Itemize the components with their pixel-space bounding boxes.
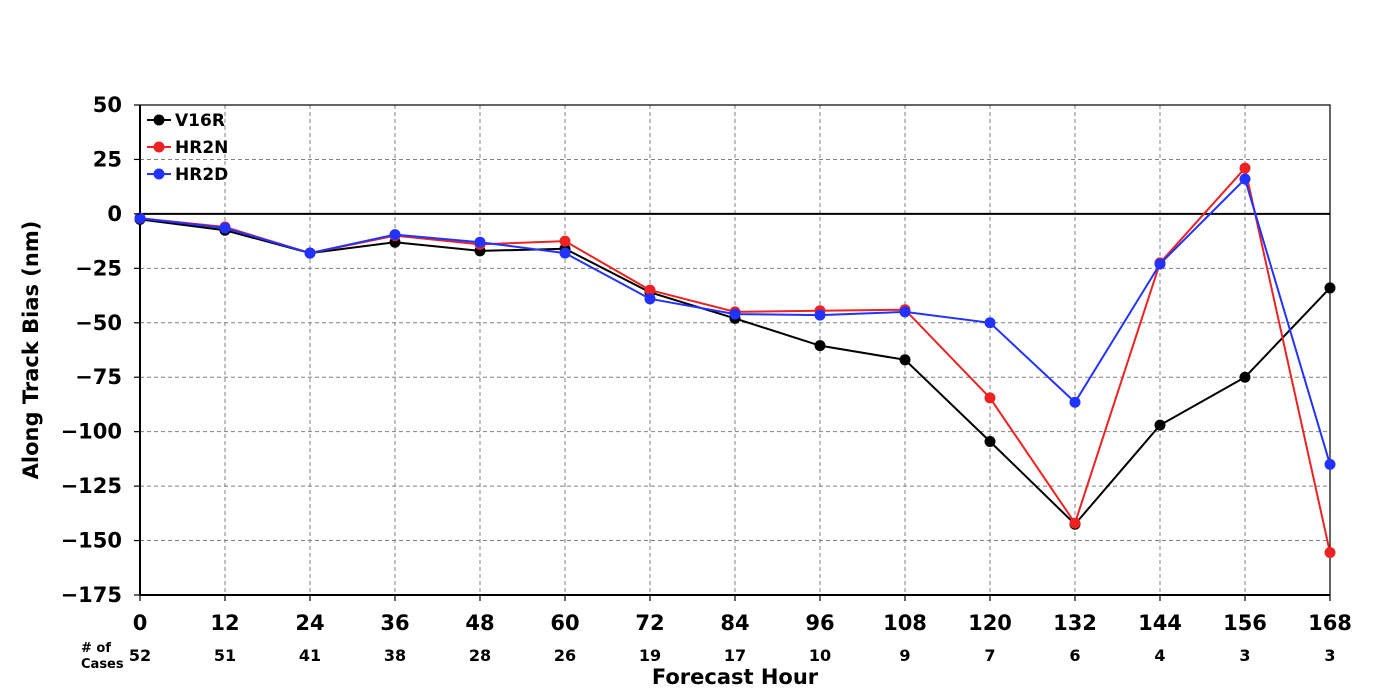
data-point: [1069, 517, 1081, 529]
x-tick-label: 96: [805, 611, 834, 635]
data-point: [559, 235, 571, 247]
data-point: [1069, 396, 1081, 408]
legend-entry-hr2d: HR2D: [147, 165, 228, 185]
y-tick-label: −125: [61, 474, 122, 498]
data-point: [984, 435, 996, 447]
data-point: [899, 354, 911, 366]
cases-label-line1: # of: [81, 641, 111, 656]
case-count: 41: [299, 646, 321, 665]
case-count: 19: [639, 646, 661, 665]
legend-label: V16R: [175, 111, 225, 131]
case-count: 52: [129, 646, 151, 665]
x-tick-label: 108: [883, 611, 927, 635]
x-tick-label: 24: [295, 611, 324, 635]
x-tick-label: 144: [1138, 611, 1182, 635]
x-tick-label: 84: [720, 611, 749, 635]
y-tick-label: −25: [75, 256, 122, 280]
y-tick-label: −50: [75, 311, 122, 335]
data-point: [1154, 419, 1166, 431]
data-point: [984, 317, 996, 329]
legend-entry-v16r: V16R: [147, 111, 225, 131]
series-group: [134, 162, 1336, 559]
data-point: [644, 284, 656, 296]
data-point: [814, 309, 826, 321]
y-tick-label: −75: [75, 365, 122, 389]
data-point: [134, 212, 146, 224]
data-point: [389, 229, 401, 241]
y-tick-label: 0: [107, 202, 122, 226]
tick-labels: 0 12 24 36 48 60 72 84 96 108 120 132 144 156 168 50 25 0…: [61, 93, 1352, 635]
data-point: [1239, 371, 1251, 383]
gridlines: [140, 105, 1330, 595]
legend-label: HR2D: [175, 165, 228, 185]
x-tick-label: 72: [635, 611, 664, 635]
cases-label-line2: Cases: [81, 657, 124, 672]
data-point: [814, 340, 826, 352]
data-point: [644, 293, 656, 305]
case-count: 17: [724, 646, 746, 665]
case-count: 38: [384, 646, 406, 665]
x-tick-label: 48: [465, 611, 494, 635]
y-tick-label: −175: [61, 583, 122, 607]
case-counts: 52 51 41 38 28 26 19 17 10 9 7 6 4 3 3: [129, 646, 1336, 665]
data-point: [474, 236, 486, 248]
data-point: [984, 392, 996, 404]
x-tick-label: 0: [133, 611, 148, 635]
case-count: 10: [809, 646, 831, 665]
x-axis-title: Forecast Hour: [652, 665, 819, 689]
case-count: 26: [554, 646, 576, 665]
series-hr2d: [134, 173, 1336, 470]
y-tick-label: 25: [93, 147, 122, 171]
data-point: [219, 222, 231, 234]
y-tick-label: 50: [93, 93, 122, 117]
x-tick-label: 120: [968, 611, 1012, 635]
x-tick-label: 36: [380, 611, 409, 635]
x-tick-label: 168: [1308, 611, 1352, 635]
data-point: [1154, 258, 1166, 270]
x-tick-label: 132: [1053, 611, 1097, 635]
data-point: [729, 308, 741, 320]
case-count: 6: [1069, 646, 1080, 665]
legend-entry-hr2n: HR2N: [147, 138, 228, 158]
x-tick-label: 12: [210, 611, 239, 635]
legend-marker: [153, 168, 165, 180]
legend-marker: [153, 114, 165, 126]
case-count: 28: [469, 646, 491, 665]
legend: V16R HR2N HR2D: [147, 111, 228, 185]
data-point: [899, 306, 911, 318]
legend-label: HR2N: [175, 138, 228, 158]
legend-marker: [153, 141, 165, 153]
data-point: [1324, 458, 1336, 470]
y-tick-label: −150: [61, 529, 122, 553]
y-axis-title: Along Track Bias (nm): [19, 221, 43, 480]
case-count: 4: [1154, 646, 1165, 665]
case-count: 3: [1324, 646, 1335, 665]
data-point: [1324, 547, 1336, 559]
data-point: [1239, 173, 1251, 185]
data-point: [304, 247, 316, 259]
case-count: 51: [214, 646, 236, 665]
data-point: [1239, 162, 1251, 174]
case-count: 7: [984, 646, 995, 665]
data-point: [1324, 282, 1336, 294]
case-count: 9: [899, 646, 910, 665]
case-count: 3: [1239, 646, 1250, 665]
x-tick-label: 60: [550, 611, 579, 635]
y-tick-label: −100: [61, 420, 122, 444]
data-point: [559, 247, 571, 259]
x-tick-label: 156: [1223, 611, 1267, 635]
